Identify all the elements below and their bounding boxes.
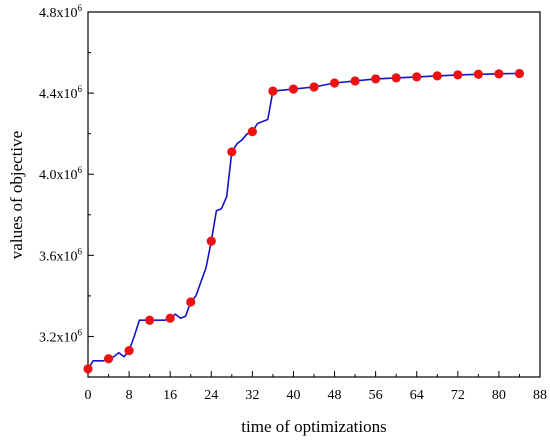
- x-tick-label: 0: [85, 388, 92, 403]
- y-tick-label: 4.8x106: [39, 3, 83, 21]
- data-point: [227, 147, 237, 157]
- data-point: [309, 82, 319, 92]
- data-point: [206, 236, 216, 246]
- data-point: [83, 364, 93, 374]
- data-point: [391, 73, 401, 83]
- y-axis-title: values of objective: [7, 131, 26, 259]
- y-tick-label: 4.0x106: [39, 165, 83, 183]
- data-point: [371, 74, 381, 84]
- data-point: [453, 70, 463, 80]
- data-point: [103, 354, 114, 364]
- series-line: [87, 72, 520, 370]
- x-tick-label: 16: [163, 388, 177, 403]
- y-tick-label: 4.4x106: [39, 84, 83, 102]
- data-point: [432, 71, 442, 81]
- series-layer: [87, 72, 520, 370]
- data-point: [268, 86, 278, 96]
- data-point: [412, 72, 422, 82]
- x-axis-title: time of optimizations: [241, 417, 386, 436]
- x-tick-label: 80: [492, 388, 506, 403]
- data-point: [329, 78, 340, 88]
- data-point: [514, 68, 525, 79]
- data-point: [165, 313, 175, 323]
- y-axis-ticks: 3.2x106 3.6x106 4.0x106 4.4x106 4.8x106: [39, 3, 94, 378]
- marker-layer: [83, 68, 525, 374]
- x-tick-label: 40: [286, 388, 300, 403]
- data-point: [350, 76, 360, 86]
- plot-frame: [87, 11, 541, 378]
- data-point: [186, 297, 196, 307]
- x-tick-label: 72: [451, 388, 465, 403]
- axes: [87, 11, 541, 378]
- data-point: [473, 69, 483, 79]
- x-tick-label: 32: [245, 388, 259, 403]
- data-point: [247, 127, 257, 137]
- x-tick-label: 64: [410, 388, 424, 403]
- x-tick-label: 88: [533, 388, 547, 403]
- data-point: [288, 84, 299, 94]
- data-point: [145, 315, 155, 325]
- y-tick-label: 3.6x106: [39, 246, 83, 264]
- x-tick-label: 24: [204, 388, 218, 403]
- x-tick-label: 8: [126, 388, 133, 403]
- x-tick-label: 48: [328, 388, 342, 403]
- data-point: [494, 69, 504, 79]
- x-tick-label: 56: [369, 388, 383, 403]
- data-point: [124, 346, 134, 356]
- y-tick-label: 3.2x106: [39, 327, 83, 345]
- x-axis-ticks: 0 8 16 24 32 40 48 56 64 72 80 88: [85, 371, 547, 403]
